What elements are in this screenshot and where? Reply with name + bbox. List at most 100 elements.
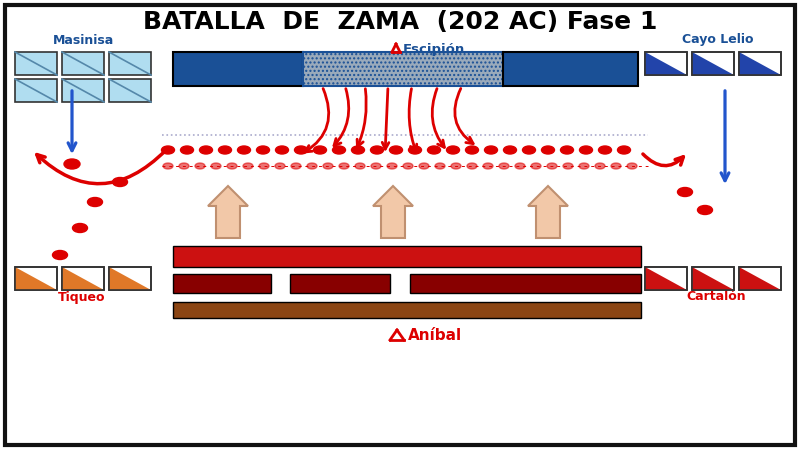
Bar — [739, 267, 781, 290]
Bar — [62, 267, 104, 290]
Bar — [410, 274, 641, 293]
Ellipse shape — [73, 224, 87, 233]
Ellipse shape — [181, 146, 194, 154]
Bar — [109, 79, 151, 102]
Ellipse shape — [390, 146, 402, 154]
Ellipse shape — [162, 146, 174, 154]
FancyArrow shape — [528, 186, 568, 238]
Bar — [15, 267, 57, 290]
Bar — [645, 267, 687, 290]
Ellipse shape — [579, 146, 593, 154]
Bar — [109, 267, 151, 290]
Bar — [645, 267, 687, 290]
Ellipse shape — [531, 163, 541, 169]
Bar — [692, 267, 734, 290]
Ellipse shape — [627, 163, 637, 169]
Polygon shape — [109, 267, 151, 290]
Ellipse shape — [698, 206, 713, 215]
Ellipse shape — [113, 177, 127, 186]
Text: Escipión: Escipión — [403, 44, 466, 57]
Ellipse shape — [515, 163, 525, 169]
Ellipse shape — [53, 251, 67, 260]
Ellipse shape — [275, 163, 285, 169]
Ellipse shape — [87, 198, 102, 207]
Ellipse shape — [218, 146, 231, 154]
Ellipse shape — [351, 146, 365, 154]
Ellipse shape — [419, 163, 429, 169]
Bar — [739, 267, 781, 290]
Bar — [173, 274, 271, 293]
Ellipse shape — [227, 163, 237, 169]
Ellipse shape — [595, 163, 605, 169]
Ellipse shape — [678, 188, 693, 197]
Bar — [62, 79, 104, 102]
Polygon shape — [645, 267, 687, 290]
Ellipse shape — [485, 146, 498, 154]
Text: Cayo Lelio: Cayo Lelio — [682, 33, 754, 46]
Ellipse shape — [291, 163, 301, 169]
Bar — [15, 79, 57, 102]
Ellipse shape — [467, 163, 477, 169]
Ellipse shape — [499, 163, 509, 169]
Text: Tiqueo: Tiqueo — [58, 291, 106, 303]
Bar — [15, 52, 57, 75]
Ellipse shape — [238, 146, 250, 154]
Bar — [739, 52, 781, 75]
Bar — [62, 52, 104, 75]
Bar — [645, 52, 687, 75]
Ellipse shape — [547, 163, 557, 169]
Ellipse shape — [259, 163, 269, 169]
Ellipse shape — [542, 146, 554, 154]
Ellipse shape — [294, 146, 307, 154]
Ellipse shape — [199, 146, 213, 154]
Ellipse shape — [179, 163, 189, 169]
FancyArrow shape — [208, 186, 248, 238]
Ellipse shape — [355, 163, 365, 169]
Bar — [173, 302, 641, 318]
Ellipse shape — [333, 146, 346, 154]
Ellipse shape — [483, 163, 493, 169]
Polygon shape — [15, 267, 57, 290]
Bar — [290, 274, 390, 293]
Polygon shape — [62, 267, 104, 290]
Bar — [173, 52, 303, 86]
Ellipse shape — [611, 163, 621, 169]
Bar — [173, 246, 641, 267]
Polygon shape — [739, 267, 781, 290]
Bar — [692, 267, 734, 290]
Text: Aníbal: Aníbal — [408, 328, 462, 342]
Bar — [692, 52, 734, 75]
Ellipse shape — [435, 163, 445, 169]
Ellipse shape — [243, 163, 253, 169]
Bar — [303, 52, 503, 86]
Bar — [645, 52, 687, 75]
Ellipse shape — [307, 163, 317, 169]
Text: BATALLA  DE  ZAMA  (202 AC) Fase 1: BATALLA DE ZAMA (202 AC) Fase 1 — [143, 10, 657, 34]
Ellipse shape — [195, 163, 205, 169]
Ellipse shape — [409, 146, 422, 154]
Ellipse shape — [451, 163, 461, 169]
Ellipse shape — [579, 163, 589, 169]
Ellipse shape — [64, 159, 80, 169]
Ellipse shape — [323, 163, 333, 169]
Bar — [15, 267, 57, 290]
Ellipse shape — [370, 146, 383, 154]
Ellipse shape — [522, 146, 535, 154]
Text: Masinisa: Masinisa — [52, 33, 114, 46]
Ellipse shape — [257, 146, 270, 154]
Bar — [503, 52, 638, 86]
Ellipse shape — [427, 146, 441, 154]
FancyArrow shape — [373, 186, 413, 238]
Ellipse shape — [598, 146, 611, 154]
Ellipse shape — [387, 163, 397, 169]
Ellipse shape — [446, 146, 459, 154]
Bar — [62, 267, 104, 290]
Ellipse shape — [371, 163, 381, 169]
Ellipse shape — [466, 146, 478, 154]
Bar — [692, 52, 734, 75]
Ellipse shape — [561, 146, 574, 154]
Ellipse shape — [163, 163, 173, 169]
Bar — [109, 52, 151, 75]
Bar — [739, 52, 781, 75]
Ellipse shape — [275, 146, 289, 154]
